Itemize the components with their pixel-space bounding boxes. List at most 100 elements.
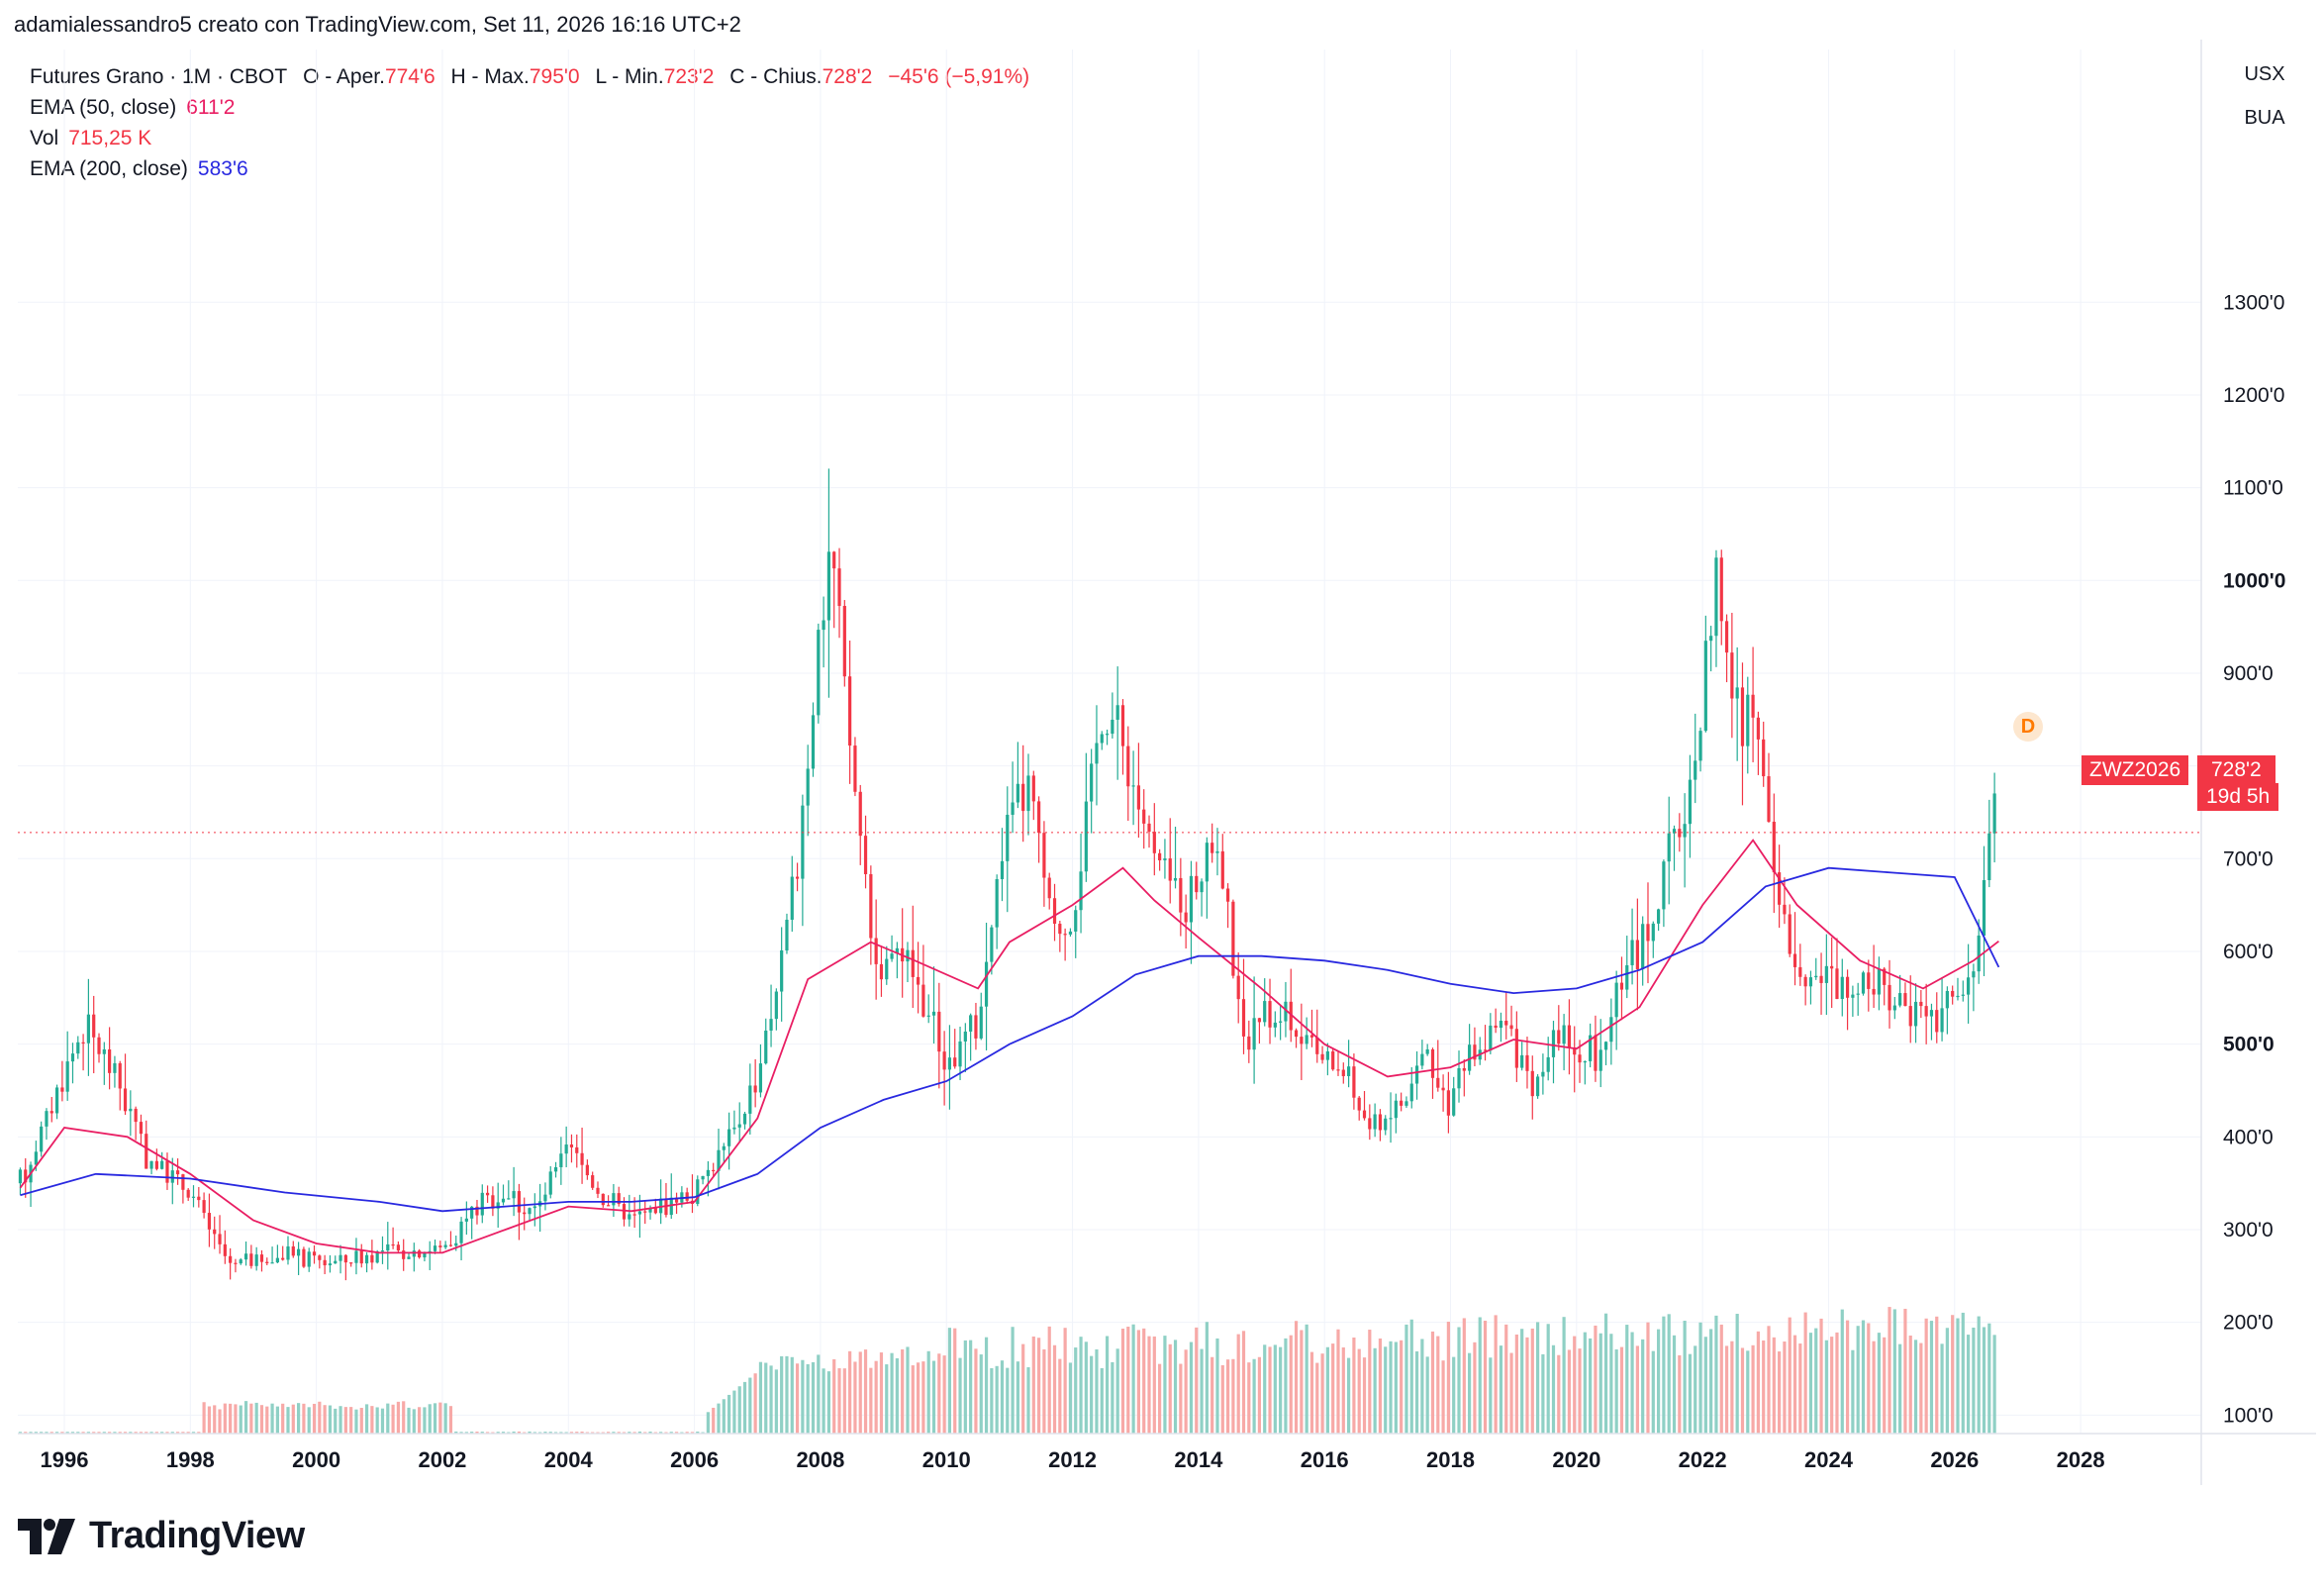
volume-bar [1703,1337,1707,1434]
candle-body [24,1169,28,1183]
currency-unit[interactable]: USX [2244,63,2285,85]
candle-body [580,1152,584,1165]
volume-bar [223,1403,227,1434]
volume-bar [1688,1353,1693,1434]
volume-bar [1625,1325,1629,1434]
volume-bar [1414,1350,1419,1434]
volume-bar [769,1365,773,1434]
volume-bar [643,1432,647,1434]
candle-body [1095,743,1099,764]
volume-bar [1147,1336,1151,1434]
volume-bar [612,1432,616,1434]
volume-bar [1762,1340,1766,1434]
volume-bar [1651,1350,1655,1434]
volume-bar [102,1432,106,1434]
candle-body [1667,833,1671,862]
candle-body [1835,968,1839,999]
volume-bar [533,1432,536,1434]
candle-body [706,1169,710,1176]
volume-bar [1541,1353,1545,1434]
volume-bar [34,1432,38,1434]
volume-bar [575,1432,579,1434]
symbol-label[interactable]: Futures Grano · 1M · CBOT [30,65,288,88]
candle-body [170,1170,174,1183]
volume-bar [674,1432,679,1434]
candle-body [1373,1114,1377,1130]
quantity-unit[interactable]: BUA [2244,107,2285,129]
candle-body [585,1164,589,1176]
candle-body [1589,1035,1593,1061]
candle-body [1158,852,1162,860]
candle-body [832,551,836,569]
low-value: 723'2 [663,65,715,88]
candle-body [343,1254,347,1263]
volume-bar [995,1365,999,1434]
candle-body [1567,1025,1572,1047]
year-tick-label: 2004 [544,1447,594,1472]
price-tick-label: 1300'0 [2223,291,2284,314]
volume-bar [984,1337,989,1434]
tradingview-logo[interactable]: TradingView [18,1515,305,1557]
legend-vol-row[interactable]: Vol 715,25 K [30,123,1029,153]
candle-body [528,1208,532,1215]
candle-body [275,1257,279,1263]
candle-body [517,1191,522,1213]
candle-body [54,1087,59,1114]
candle-body [1872,988,1876,995]
candle-body [753,1085,757,1093]
candle-body [1494,1025,1498,1029]
volume-bar [485,1432,490,1434]
volume-bar [1883,1337,1887,1434]
last-price-tag: 728'2 [2197,755,2276,785]
candle-body [1945,990,1949,1009]
volume-bar [1352,1337,1356,1434]
volume-bar [54,1432,59,1434]
volume-bar [328,1405,333,1434]
price-tick-label: 300'0 [2223,1219,2274,1242]
candle-body [817,630,821,716]
volume-bar [1635,1345,1639,1434]
candle-body [418,1250,422,1258]
volume-bar [1100,1367,1104,1434]
candle-body [1268,1001,1272,1028]
candle-body [1468,1044,1472,1071]
candle-body [1294,1030,1299,1038]
candle-body [653,1208,657,1214]
candle-body [1331,1050,1335,1070]
candle-body [1357,1097,1361,1111]
candle-body [1583,1060,1587,1063]
candle-body [601,1193,605,1206]
candle-body [916,976,920,985]
volume-bar [1037,1338,1041,1434]
candle-body [1352,1066,1356,1098]
year-tick-label: 2024 [1804,1447,1854,1472]
candle-body [475,1206,479,1216]
candle-body [354,1250,358,1263]
legend-ema50-row[interactable]: EMA (50, close) 611'2 [30,92,1029,123]
volume-bar [801,1359,805,1434]
volume-bar [1598,1333,1602,1434]
candle-body [1142,809,1146,824]
candle-body [1672,829,1677,834]
candle-body [1037,801,1041,834]
dividend-marker-icon[interactable]: D [2013,712,2043,742]
candle-body [1241,999,1246,1037]
volume-bar [848,1350,852,1434]
price-tick-label: 100'0 [2223,1404,2274,1427]
candle-body [265,1261,269,1263]
candle-body [129,1108,133,1112]
candle-body [1189,875,1194,923]
volume-bar [1021,1343,1025,1434]
candle-body [213,1229,217,1235]
candle-body [858,791,862,837]
volume-bar [931,1360,936,1434]
volume-bar [1409,1319,1413,1434]
volume-bar [1856,1326,1860,1434]
volume-bar [1929,1321,1934,1434]
volume-bar [543,1432,547,1434]
candle-body [1016,783,1019,803]
legend-ema200-row[interactable]: EMA (200, close) 583'6 [30,153,1029,184]
candle-body [459,1221,463,1243]
volume-bar [717,1403,721,1434]
